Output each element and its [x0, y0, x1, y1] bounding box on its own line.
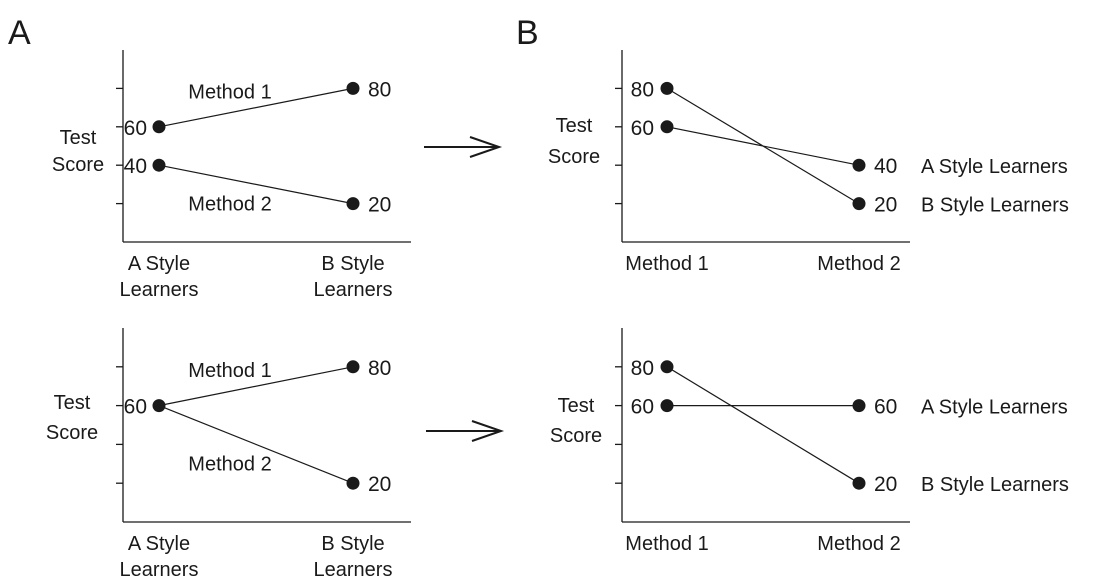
data-point: [660, 360, 674, 374]
x-tick-label: B Style: [321, 253, 384, 275]
x-tick-label: Method 2: [817, 533, 900, 555]
data-point: [852, 399, 866, 413]
data-point: [852, 158, 866, 172]
chart-panel-4: Test Score Method 1 Method 2 60 60 80 20 A Style…: [550, 328, 1069, 555]
y-axis-label: Score: [548, 146, 600, 168]
series-line: [158, 366, 354, 407]
series-name: B Style Learners: [921, 474, 1069, 496]
x-tick-label: A Style: [128, 253, 190, 275]
arrow-top: [424, 136, 503, 158]
series-name: Method 1: [188, 82, 271, 104]
data-point: [852, 197, 866, 211]
series-line: [666, 366, 860, 484]
x-tick-label: Learners: [120, 559, 199, 581]
data-label: 60: [631, 396, 654, 419]
data-point: [346, 197, 360, 211]
data-label: 60: [631, 117, 654, 140]
y-axis-label: Test: [558, 395, 595, 417]
series-name: Method 1: [188, 360, 271, 382]
series-name: Method 2: [188, 193, 271, 215]
series-line: [666, 87, 860, 205]
x-tick-label: Learners: [120, 279, 199, 301]
data-label: 80: [631, 357, 654, 380]
data-label: 80: [368, 357, 391, 380]
data-label: 60: [124, 396, 147, 419]
series-line: [158, 87, 354, 128]
x-tick-label: Method 2: [817, 253, 900, 275]
data-point: [152, 158, 166, 172]
data-point: [660, 120, 674, 134]
data-label: 40: [124, 155, 147, 178]
x-tick-label: Method 1: [625, 533, 708, 555]
panel-letter-a: A: [8, 14, 31, 52]
data-label: 20: [368, 473, 391, 496]
data-label: 20: [368, 194, 391, 217]
data-point: [346, 360, 360, 374]
x-tick-label: A Style: [128, 533, 190, 555]
data-label: 20: [874, 194, 897, 217]
series-name: A Style Learners: [921, 156, 1068, 178]
chart-panel-3: Test Score A Style Learners B Style Learners 6…: [46, 328, 411, 581]
chart-panel-1: Test Score A Style Learners B Style Learners 6…: [52, 50, 411, 301]
x-tick-label: B Style: [321, 533, 384, 555]
y-axis-label: Score: [550, 425, 602, 447]
data-point: [346, 81, 360, 95]
series-name: B Style Learners: [921, 195, 1069, 217]
data-point: [152, 399, 166, 413]
y-axis-label: Test: [556, 115, 593, 137]
series-line: [158, 405, 354, 484]
data-label: 60: [124, 117, 147, 140]
data-label: 40: [874, 155, 897, 178]
data-label: 80: [631, 78, 654, 101]
series-line: [158, 164, 354, 205]
data-point: [660, 81, 674, 95]
series-name: Method 2: [188, 453, 271, 475]
chart-panel-2: Test Score Method 1 Method 2 60 40 80 20 A Style…: [548, 50, 1069, 275]
data-label: 60: [874, 396, 897, 419]
data-label: 20: [874, 473, 897, 496]
series-name: A Style Learners: [921, 397, 1068, 419]
y-axis-label: Test: [60, 127, 97, 149]
arrow-bottom: [426, 420, 505, 442]
data-point: [152, 120, 166, 134]
data-point: [346, 476, 360, 490]
y-axis-label: Test: [54, 392, 91, 414]
panel-letter-b: B: [516, 14, 539, 52]
y-axis-label: Score: [46, 422, 98, 444]
data-point: [852, 476, 866, 490]
data-point: [660, 399, 674, 413]
y-axis-label: Score: [52, 154, 104, 176]
x-tick-label: Learners: [314, 559, 393, 581]
x-tick-label: Method 1: [625, 253, 708, 275]
x-tick-label: Learners: [314, 279, 393, 301]
data-label: 80: [368, 78, 391, 101]
